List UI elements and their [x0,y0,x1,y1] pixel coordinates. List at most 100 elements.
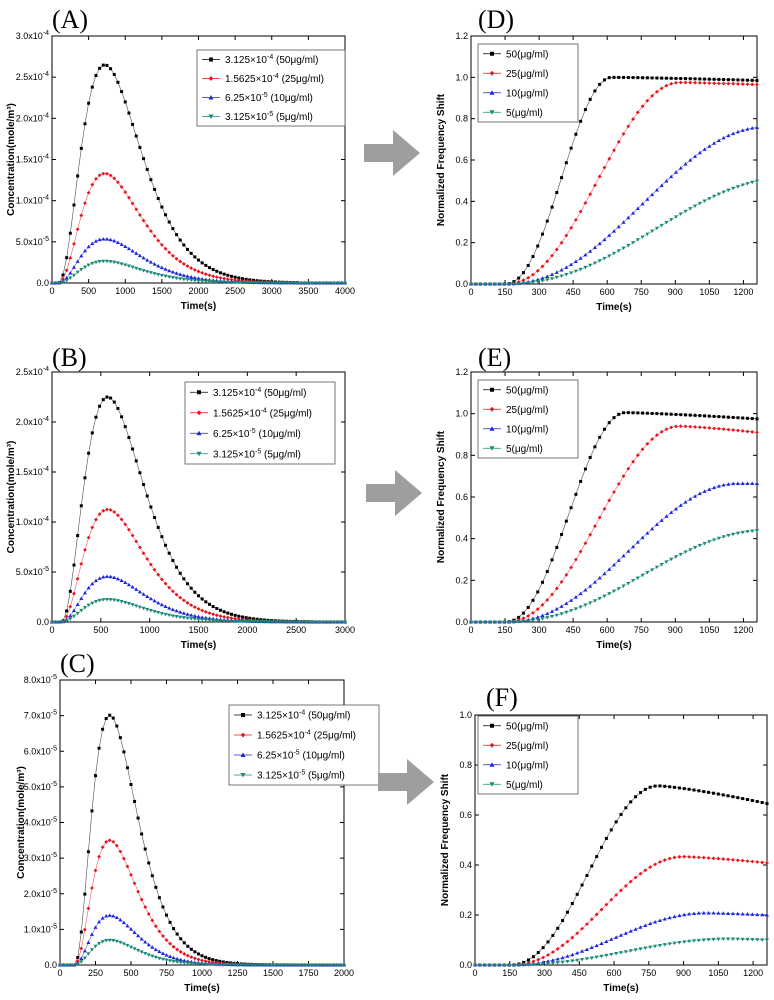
data-point [53,281,58,285]
data-point [570,952,575,957]
data-point [61,273,65,277]
data-point [90,886,94,890]
data-point [650,526,655,531]
data-point [507,620,512,624]
legend [477,43,579,123]
data-point [664,412,668,416]
data-point [602,427,606,431]
data-point [531,255,535,259]
data-point [175,932,179,936]
data-point [607,567,612,571]
data-point [79,146,83,150]
data-point [701,855,706,860]
data-point [598,435,602,439]
data-point [182,961,187,965]
data-point [540,617,545,621]
data-point [119,262,124,266]
data-point [531,962,536,967]
data-point [559,612,564,616]
data-point [540,264,545,269]
data-point [97,941,102,946]
data-point [589,956,594,960]
data-point [664,178,669,183]
data-point [597,241,602,246]
data-point [233,619,238,624]
data-point [726,427,731,432]
data-point [136,816,140,820]
data-point [736,416,740,420]
data-point [531,272,535,277]
data-point [295,281,300,285]
data-point [597,596,602,601]
data-point [203,272,208,277]
data-point [569,146,573,150]
data-point [157,896,161,900]
data-point [550,950,555,955]
data-point [711,856,716,861]
series-line [60,839,344,966]
data-point [580,926,584,931]
data-point [79,956,84,960]
data-point [516,282,521,286]
y-tick-label: 2.0x10-4 [16,416,49,427]
data-point [64,275,69,280]
data-point [181,616,186,620]
data-point [93,578,98,583]
data-point [633,948,638,952]
data-point [229,616,234,621]
data-point [750,912,755,916]
data-point [545,278,550,282]
data-point [750,481,755,485]
data-point [657,918,662,922]
data-point [170,589,175,594]
data-point [192,278,197,283]
data-point [569,271,574,275]
data-point [83,201,87,206]
data-point [692,939,696,943]
data-point [196,957,201,962]
data-point [631,76,635,80]
data-point [174,271,179,275]
data-point [631,117,635,121]
data-point [210,962,215,967]
data-point [521,619,526,624]
data-point [698,414,702,418]
data-point [131,447,135,451]
data-point [731,481,736,486]
y-tick-label: 0.6 [455,155,468,165]
data-point [653,862,657,867]
data-point [200,261,204,265]
data-point [677,913,682,918]
legend-label: 1.5625×10-4 (25μg/ml) [213,407,312,419]
data-point [235,963,240,967]
data-point [657,943,662,948]
x-tick-label: 1200 [733,625,753,635]
data-point [150,954,155,959]
data-point [207,618,212,623]
data-point [677,940,682,945]
data-point [602,237,607,242]
data-point [104,574,109,579]
data-point [233,280,238,285]
legend-marker [490,723,494,728]
data-point [170,270,175,274]
x-tick-label: 1000 [140,625,160,635]
x-axis-title: Time(s) [603,983,638,994]
data-point [136,933,141,938]
data-point [588,263,593,268]
data-point [716,81,721,86]
legend-marker [489,90,495,95]
data-point [163,604,168,608]
data-point [130,265,135,270]
data-point [607,156,612,161]
data-point [721,911,726,915]
data-point [609,828,613,832]
data-point [580,949,585,953]
data-point [662,917,667,921]
data-point [200,618,205,622]
data-point [626,243,631,248]
data-point [273,281,278,285]
data-point [592,245,597,250]
data-point [731,78,735,82]
